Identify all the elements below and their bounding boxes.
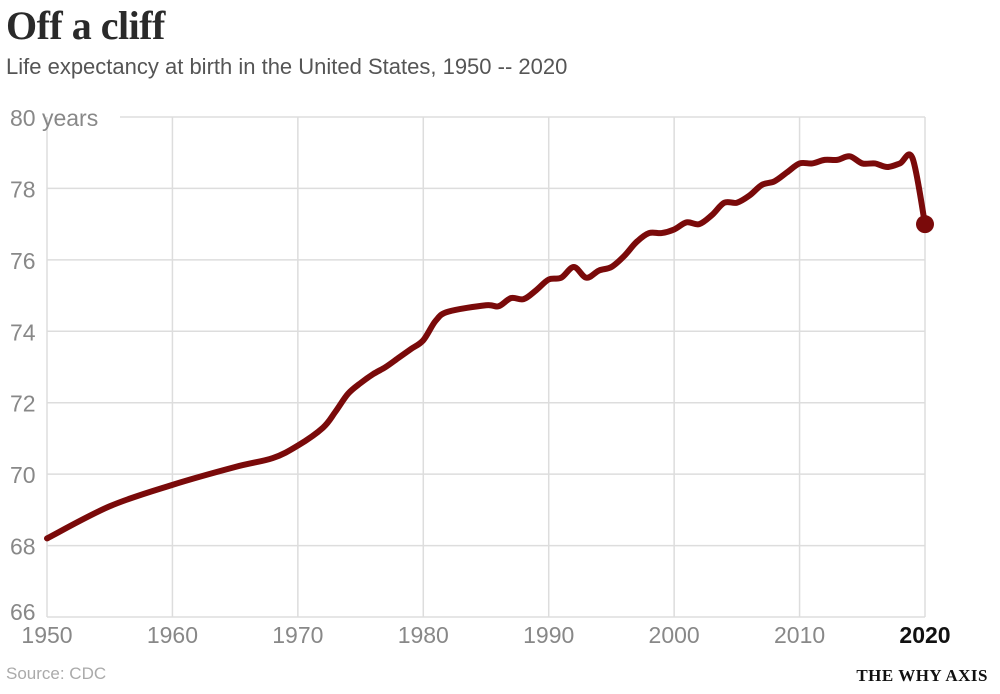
x-tick-label: 1950: [21, 622, 72, 648]
chart-title: Off a cliff: [6, 3, 165, 48]
grid: [46, 116, 926, 618]
x-tick-label: 1990: [523, 622, 574, 648]
x-tick-label: 1980: [398, 622, 449, 648]
y-tick-label: 70: [10, 462, 36, 488]
x-tick-label: 1970: [272, 622, 323, 648]
chart-subtitle: Life expectancy at birth in the United S…: [6, 54, 568, 79]
end-point-marker: [916, 215, 934, 234]
y-tick-label: 76: [10, 248, 36, 274]
x-tick-label: 2000: [649, 622, 700, 648]
series-line: [44, 151, 928, 542]
y-tick-label: 68: [10, 534, 36, 560]
brand-logo: THE WHY AXIS: [856, 666, 988, 685]
series-marks: [44, 151, 934, 542]
source-note: Source: CDC: [6, 664, 107, 683]
axis-ticks: 66 68 70 72 74 76 78 80 years 1950 1960 1970 1980 19…: [10, 105, 951, 648]
y-tick-label: 72: [10, 391, 36, 417]
y-tick-label: 80 years: [10, 105, 98, 131]
x-tick-label: 2010: [774, 622, 825, 648]
y-tick-label: 78: [10, 176, 36, 202]
x-tick-label: 2020: [899, 622, 950, 648]
x-tick-label: 1960: [147, 622, 198, 648]
y-tick-label: 74: [10, 319, 36, 345]
y-tick-label: 66: [10, 599, 36, 625]
